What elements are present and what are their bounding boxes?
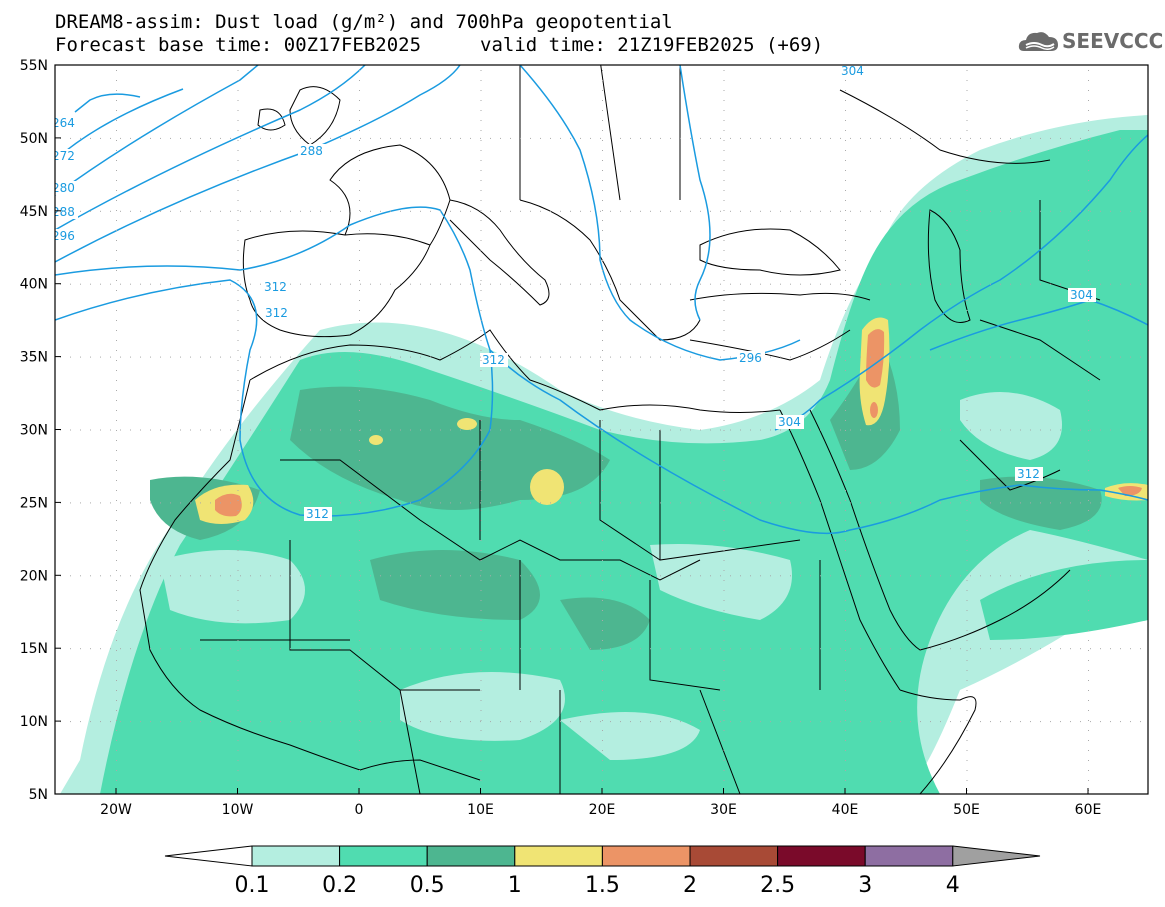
lat-label: 15N [20,641,48,657]
colorbar-swatch [864,845,954,867]
colorbar-swatch [251,845,341,867]
lat-label: 25N [20,495,48,511]
colorbar-label: 1 [508,873,522,898]
coastlines [139,65,1101,794]
contour-label-bg [55,205,78,219]
colorbar-label: 2 [683,873,697,898]
cloud-icon [1018,32,1058,51]
contour-label-bg [298,144,326,158]
contour-label-bg [262,280,290,294]
colorbar-min-arrow [164,845,253,867]
contour-label: 296 [52,229,75,243]
dust-orange-spots [215,329,1142,517]
lon-label: 0 [355,802,364,818]
map-title: DREAM8-assim: Dust load (g/m²) and 700hP… [55,11,673,33]
colorbar-label: 0.5 [410,873,445,898]
colorbar-swatch [426,845,516,867]
colorbar-label: 4 [946,873,960,898]
lat-label: 5N [29,787,48,803]
colorbar-label: 1.5 [585,873,620,898]
contour-label: 264 [52,116,75,130]
contour-label-bg [55,229,78,243]
colorbar-label: 2.5 [760,873,795,898]
contour-label-bg [55,116,78,130]
colorbar-swatch [339,845,428,867]
lat-label: 10N [20,714,48,730]
geopotential-contours [55,65,1148,535]
colorbar: 0.1 0.2 0.5 1 1.5 2 2.5 3 4 [164,845,1041,898]
colorbar-max-arrow [952,845,1041,867]
lat-label: 50N [20,131,48,147]
contour-label: 288 [52,205,75,219]
contour-label-bg [55,181,78,195]
contour-label: 304 [841,64,864,78]
colorbar-swatch [601,845,691,867]
axis-labels: 55N 50N 45N 40N 35N 30N 25N 20N 15N 10N 5N 20W 10W 0 1… [20,58,1102,818]
contour-label: 304 [1070,288,1093,302]
dust-mid-region [100,130,1148,794]
contour-label-bg [55,149,78,163]
contour-label-bg [304,507,332,521]
colorbar-label: 3 [858,873,872,898]
contour-label-bg [263,306,291,320]
contour-label: 304 [778,415,801,429]
lat-label: 35N [20,350,48,366]
contour-label: 312 [264,280,287,294]
base-time: Forecast base time: 00Z17FEB2025 [55,34,422,56]
lon-label: 30E [710,802,737,818]
lat-label: 55N [20,58,48,74]
lon-label: 50E [953,802,980,818]
lon-label: 10W [222,802,254,818]
contour-label-bg [480,353,508,367]
graticule [60,70,1141,791]
contour-label: 312 [265,306,288,320]
lat-label: 30N [20,423,48,439]
lon-label: 60E [1075,802,1102,818]
contour-label-bg [737,351,765,365]
lon-label: 20W [100,802,132,818]
contour-label: 312 [306,507,329,521]
contour-labels: 264 272 280 288 296 304 312 312 312 312 296 304 304 3… [52,64,1096,521]
seevccc-logo: SEEVCCC [1018,27,1163,57]
lon-label: 10E [467,802,494,818]
contour-label-bg [839,65,867,78]
contour-label: 312 [482,353,505,367]
colorbar-swatch [689,845,779,867]
logo-text: SEEVCCC [1062,29,1164,53]
lat-label: 40N [20,277,48,293]
lat-label: 45N [20,204,48,220]
colorbar-swatch [514,845,603,867]
lon-label: 40E [832,802,859,818]
dust-low-patches [160,392,1062,760]
contour-label: 296 [739,351,762,365]
valid-time: valid time: 21Z19FEB2025 (+69) [480,34,824,56]
colorbar-label: 0.2 [322,873,357,898]
forecast-time-line: Forecast base time: 00Z17FEB2025 valid ti… [55,34,823,56]
contour-label-bg [1015,467,1043,481]
map-area: 264 272 280 288 296 304 312 312 312 312 296 304 304 3… [52,64,1148,794]
contour-label: 312 [1017,467,1040,481]
contour-label: 288 [300,144,323,158]
contour-label: 280 [52,181,75,195]
contour-label: 272 [52,149,75,163]
colorbar-label: 0.1 [235,873,270,898]
colorbar-swatch [777,845,866,867]
lat-label: 20N [20,568,48,584]
lon-label: 20E [589,802,616,818]
contour-label-bg [1068,288,1096,302]
contour-label-bg [776,415,804,429]
